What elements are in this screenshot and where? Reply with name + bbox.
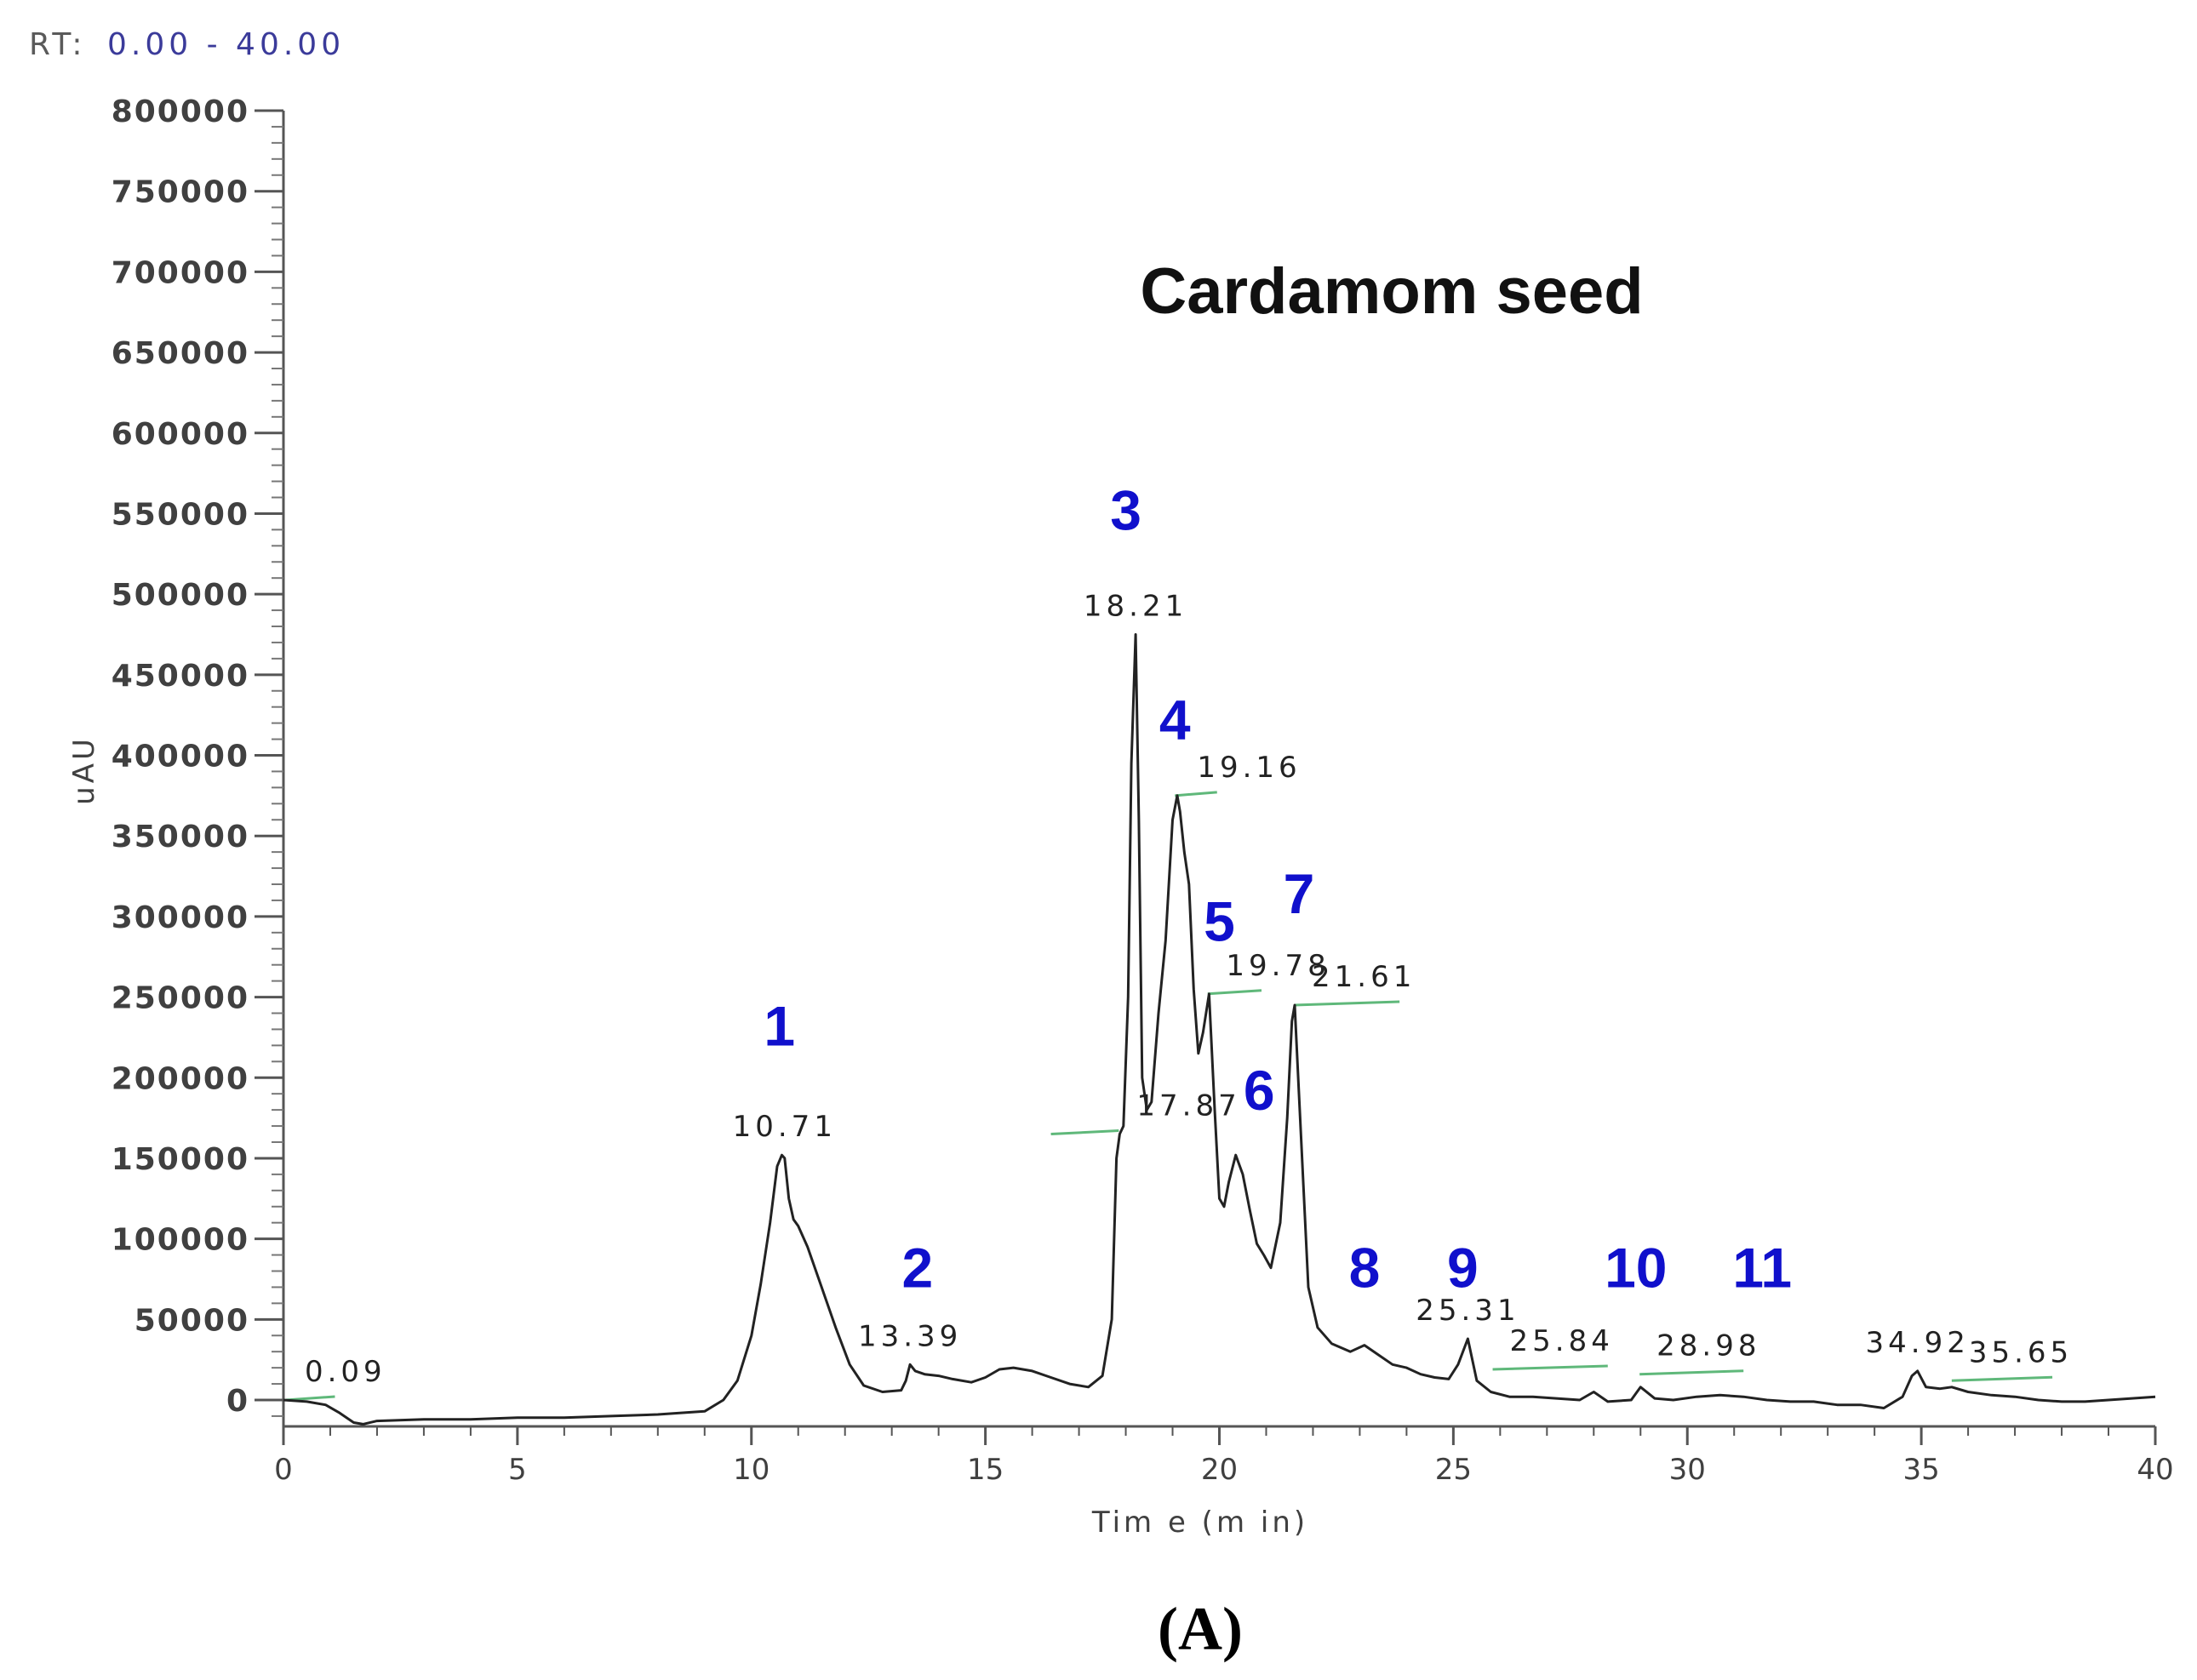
peak-baseline xyxy=(1492,1364,1608,1371)
retention-time-label: 25.31 xyxy=(1416,1294,1519,1328)
x-tick-label: 15 xyxy=(967,1453,1004,1487)
x-axis-ticks: 0 5 10 15 20 25 30 35 40 xyxy=(274,1426,2174,1487)
y-tick-label: 350000 xyxy=(112,820,249,854)
peak-number-label: 2 xyxy=(902,1236,934,1299)
y-tick-label: 100000 xyxy=(112,1223,249,1258)
peak-baseline xyxy=(1050,1129,1119,1136)
y-tick-label: 650000 xyxy=(112,336,249,371)
x-tick-label: 0 xyxy=(274,1453,293,1487)
peak-number-label: 11 xyxy=(1732,1236,1792,1299)
peak-number-label: 5 xyxy=(1204,889,1235,952)
peak-number-labels: 1 2 3 4 5 6 7 8 9 10 11 xyxy=(764,478,1792,1299)
peak-number-label: 1 xyxy=(764,994,795,1057)
y-tick-label: 50000 xyxy=(134,1303,249,1338)
peak-baseline xyxy=(1207,989,1262,996)
retention-time-label: 35.65 xyxy=(1969,1335,2073,1369)
retention-time-label: 28.98 xyxy=(1656,1329,1760,1363)
peak-baseline xyxy=(1951,1375,2053,1382)
y-tick-label: 700000 xyxy=(112,255,249,290)
x-tick-label: 10 xyxy=(733,1453,770,1487)
axes: 0500001000001500002000002500003000003500… xyxy=(112,94,2174,1487)
y-tick-label: 150000 xyxy=(112,1142,249,1177)
rt-prefix: RT: xyxy=(29,27,87,62)
retention-time-label: 10.71 xyxy=(733,1110,837,1144)
retention-time-label: 25.84 xyxy=(1510,1324,1614,1358)
peak-number-label: 9 xyxy=(1447,1236,1479,1299)
peak-number-label: 4 xyxy=(1159,689,1191,751)
y-tick-label: 450000 xyxy=(112,659,249,694)
chromatogram-trace xyxy=(283,633,2156,1426)
peak-number-label: 3 xyxy=(1110,478,1141,541)
retention-time-label: 17.87 xyxy=(1136,1089,1240,1123)
peak-number-label: 8 xyxy=(1349,1236,1381,1299)
x-tick-label: 5 xyxy=(508,1453,527,1487)
rt-range-header: RT: 0.00 - 40.00 xyxy=(29,27,345,62)
x-tick-label: 25 xyxy=(1435,1453,1472,1487)
panel-label: (A) xyxy=(1158,1595,1243,1663)
x-axis-label: Tim e (m in) xyxy=(1091,1506,1308,1540)
y-tick-label: 550000 xyxy=(112,497,249,532)
chart-title: Cardamom seed xyxy=(1140,255,1643,328)
x-tick-label: 35 xyxy=(1902,1453,1939,1487)
peak-number-label: 10 xyxy=(1605,1236,1667,1299)
y-tick-label: 0 xyxy=(226,1384,249,1419)
x-tick-label: 30 xyxy=(1669,1453,1706,1487)
x-tick-label: 20 xyxy=(1201,1453,1238,1487)
y-tick-label: 400000 xyxy=(112,740,249,774)
retention-time-label: 34.92 xyxy=(1866,1326,1970,1360)
peak-baseline xyxy=(1294,1000,1400,1007)
x-tick-label: 40 xyxy=(2137,1453,2173,1487)
rt-range-value: 0.00 - 40.00 xyxy=(107,27,345,62)
retention-time-label: 0.09 xyxy=(305,1355,386,1389)
retention-time-label: 19.78 xyxy=(1226,949,1330,983)
peak-baseline xyxy=(1639,1369,1744,1376)
retention-time-label: 18.21 xyxy=(1084,589,1187,623)
peak-baseline xyxy=(285,1395,335,1402)
y-tick-label: 200000 xyxy=(112,1061,249,1096)
retention-time-label: 21.61 xyxy=(1312,960,1416,994)
y-axis-ticks: 0 50000 100000 150000 200000 250000 300000 3500… xyxy=(112,94,283,1419)
y-tick-label: 750000 xyxy=(112,175,249,210)
retention-time-label: 19.16 xyxy=(1197,751,1301,785)
peak-number-label: 7 xyxy=(1284,862,1315,925)
peak-baseline xyxy=(1175,791,1217,797)
y-tick-label: 800000 xyxy=(112,94,249,129)
y-axis-label: uAU xyxy=(67,735,101,805)
y-tick-label: 600000 xyxy=(112,417,249,452)
integration-baselines xyxy=(285,791,2053,1402)
y-tick-label: 500000 xyxy=(112,578,249,613)
retention-time-label: 13.39 xyxy=(858,1319,962,1353)
y-tick-label: 300000 xyxy=(112,900,249,935)
peak-number-label: 6 xyxy=(1244,1059,1275,1122)
y-tick-label: 250000 xyxy=(112,981,249,1016)
